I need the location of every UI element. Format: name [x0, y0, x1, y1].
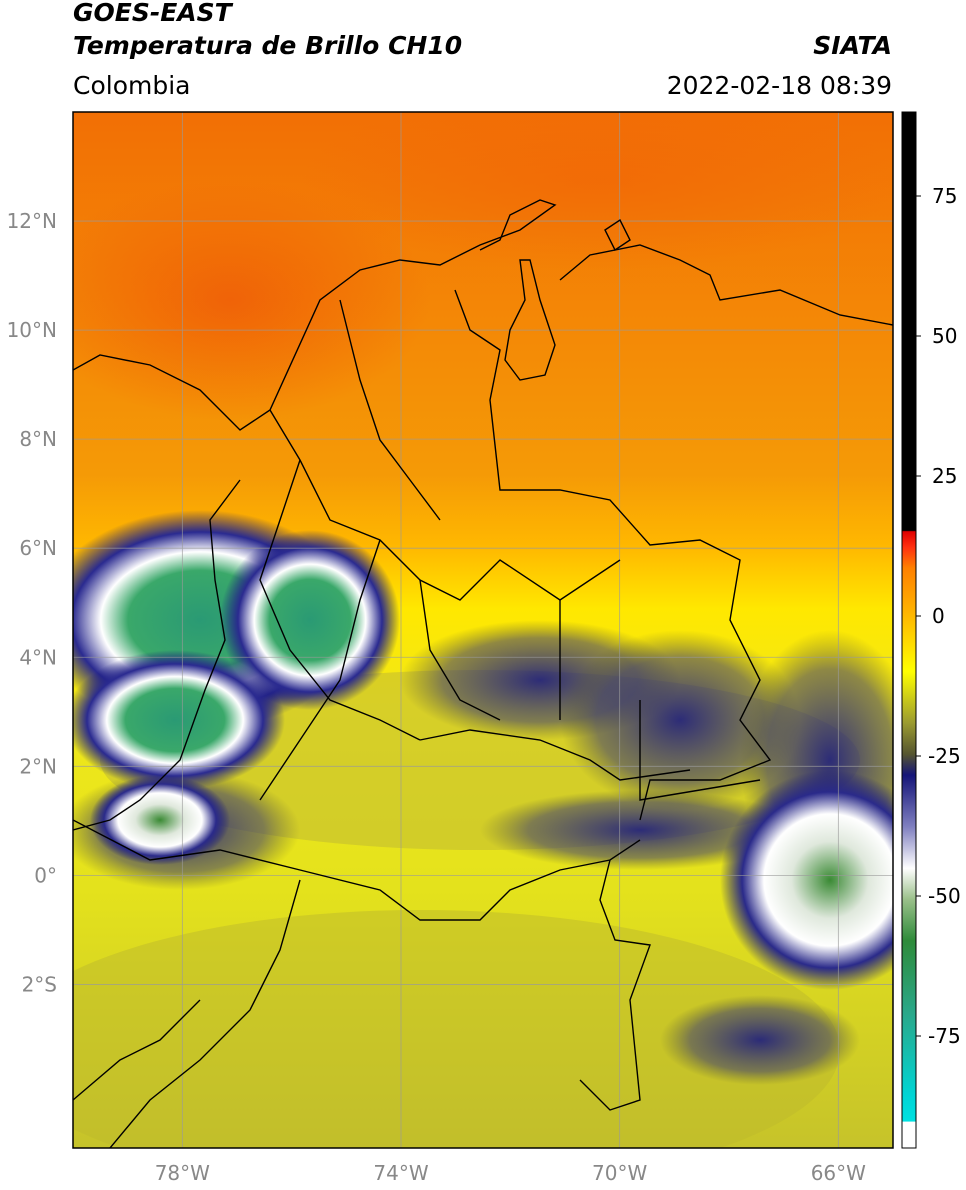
- lat-tick-label: 12°N: [7, 209, 57, 233]
- colorbar-ticks: 75 50 25 0 -25 -50 -75: [916, 184, 961, 1048]
- longitude-axis: 78°W 74°W 70°W 66°W: [155, 1161, 866, 1185]
- lon-tick-label: 78°W: [155, 1161, 210, 1185]
- brand-label: SIATA: [813, 31, 892, 60]
- colorbar-tick-label: 0: [932, 604, 945, 628]
- country-borders: [73, 199, 893, 1148]
- lat-lon-grid: [73, 112, 893, 1148]
- colorbar-tick-label: 50: [932, 324, 957, 348]
- colorbar-tick-label: -75: [928, 1024, 961, 1048]
- region-label: Colombia: [73, 71, 191, 100]
- lon-tick-label: 70°W: [592, 1161, 647, 1185]
- lat-tick-label: 8°N: [19, 427, 57, 451]
- satellite-imagery: [73, 112, 893, 1148]
- datetime-label: 2022-02-18 08:39: [666, 71, 892, 100]
- lat-tick-label: 4°N: [19, 645, 57, 669]
- lat-tick-label: 0°: [34, 863, 57, 887]
- colorbar-tick-label: -25: [928, 744, 961, 768]
- colorbar-tick-label: 25: [932, 464, 957, 488]
- lat-tick-label: 2°N: [19, 754, 57, 778]
- colorbar-tick-label: 75: [932, 184, 957, 208]
- product-title: Temperatura de Brillo CH10: [73, 31, 463, 60]
- lat-tick-label: 2°S: [22, 972, 57, 996]
- colorbar-tick-label: -50: [928, 884, 961, 908]
- satellite-title: GOES-EAST: [73, 0, 232, 27]
- lat-tick-label: 6°N: [19, 536, 57, 560]
- latitude-axis: 12°N 10°N 8°N 6°N 4°N 2°N 0° 2°S: [7, 209, 57, 996]
- map-frame: [72, 111, 894, 1149]
- lat-tick-label: 10°N: [7, 318, 57, 342]
- lon-tick-label: 66°W: [811, 1161, 866, 1185]
- colorbar: [901, 111, 917, 1149]
- lon-tick-label: 74°W: [373, 1161, 428, 1185]
